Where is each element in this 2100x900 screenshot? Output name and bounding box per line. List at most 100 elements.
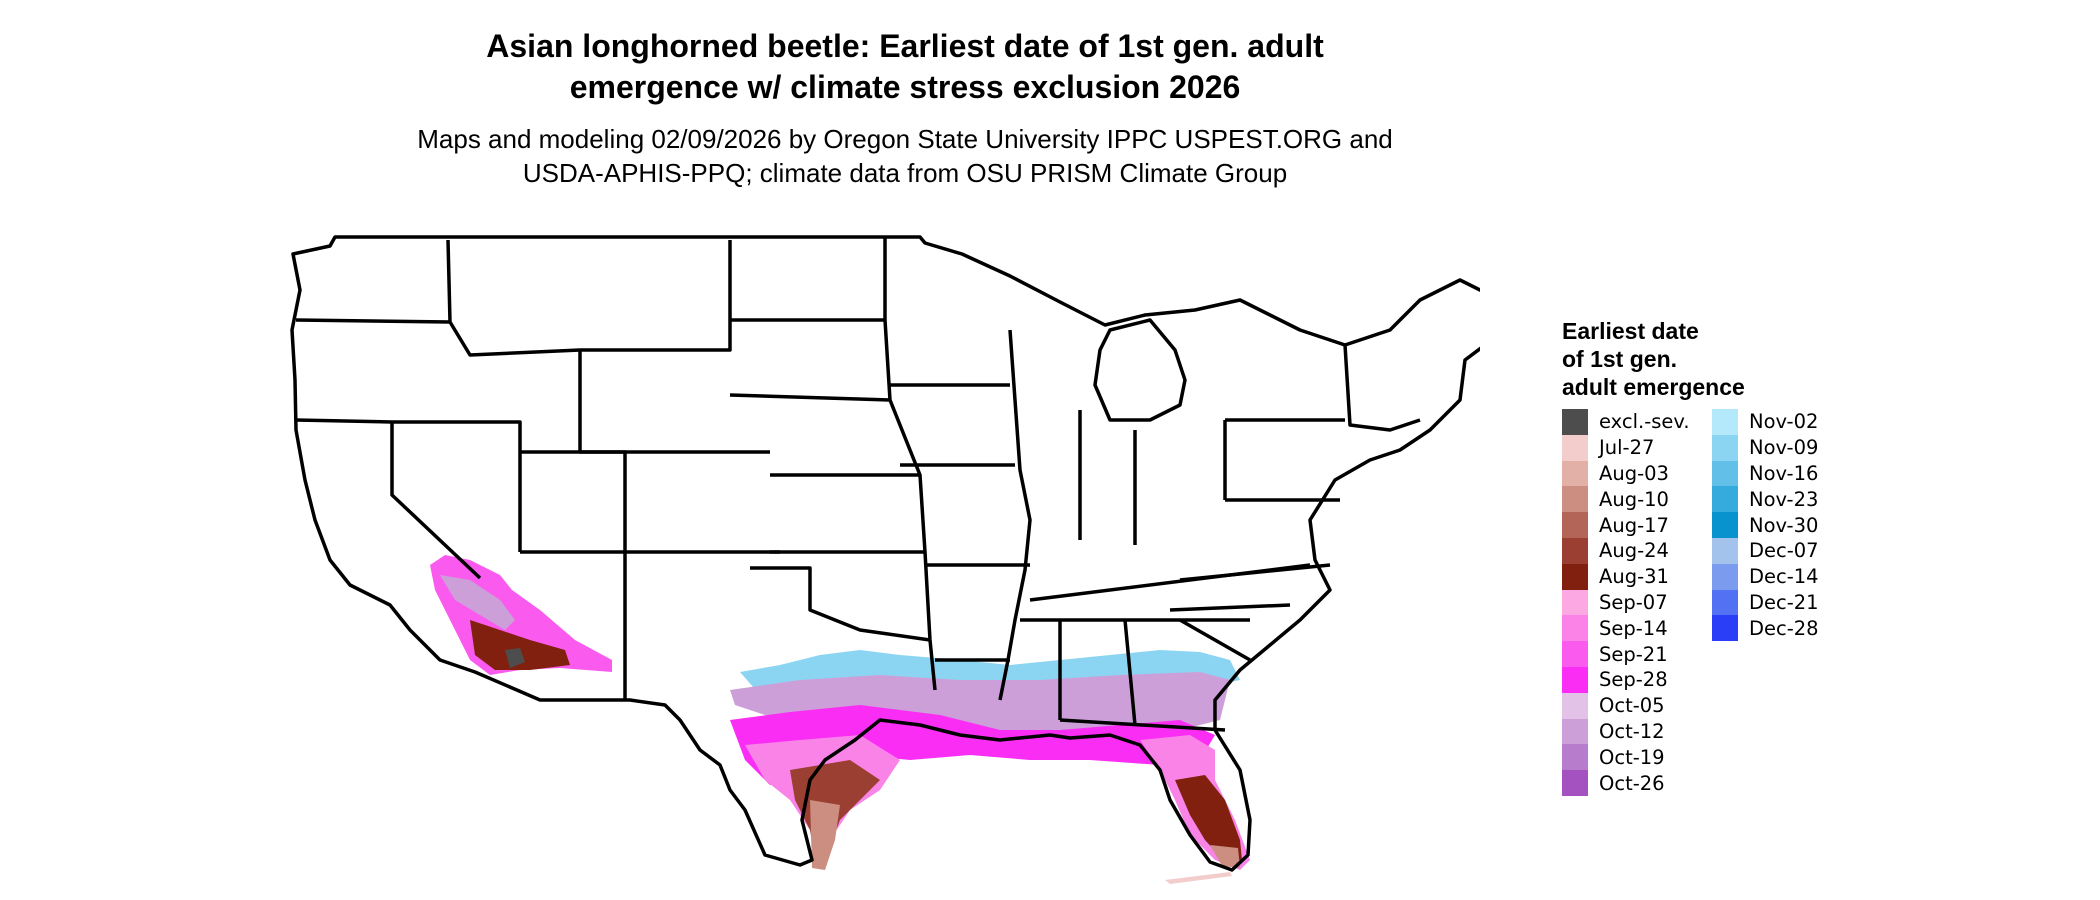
legend-swatch — [1562, 666, 1588, 693]
map-subtitle-line2: USDA-APHIS-PPQ; climate data from OSU PR… — [522, 158, 1288, 188]
zone-sw-dark — [505, 648, 525, 668]
legend-title: Earliest date of 1st gen. adult emergenc… — [1562, 317, 1745, 401]
legend-swatch — [1712, 409, 1738, 435]
legend-label: Aug-10 — [1599, 487, 1669, 511]
legend-item: Nov-30 — [1712, 512, 1819, 538]
nc-sc-line — [1169, 603, 1291, 612]
legend-swatch — [1712, 537, 1738, 564]
legend-item: Nov-16 — [1712, 460, 1819, 487]
legend-label: Nov-02 — [1749, 410, 1819, 434]
legend-title-line1: Earliest date — [1562, 318, 1699, 344]
legend-label: Oct-05 — [1599, 694, 1665, 718]
mt-wy-line — [580, 240, 732, 352]
legend-item: Oct-26 — [1562, 770, 1690, 796]
zone-fl-brown — [1175, 775, 1242, 862]
us-emergence-map — [290, 235, 1480, 884]
legend-item: Aug-31 — [1562, 563, 1690, 590]
va-nc-line — [1179, 563, 1331, 582]
ga-fl-line — [1059, 718, 1226, 732]
legend-label: Nov-30 — [1749, 513, 1819, 537]
wa-or-line — [295, 318, 451, 324]
legend-label: Sep-14 — [1599, 616, 1668, 640]
zone-gulf-magenta — [730, 705, 1215, 785]
legend-label: Aug-03 — [1599, 461, 1669, 485]
wy-co-line — [578, 350, 770, 454]
legend-label: Nov-09 — [1749, 436, 1819, 460]
legend-item: Aug-03 — [1562, 460, 1690, 487]
legend-label: Oct-26 — [1599, 771, 1665, 795]
legend-label: excl.-sev. — [1599, 410, 1690, 434]
sd-ne-line — [729, 393, 891, 402]
legend-label: Dec-28 — [1749, 616, 1819, 640]
plains-east-line — [883, 237, 937, 691]
zone-keys — [1165, 872, 1232, 884]
legend-item: Aug-17 — [1562, 512, 1690, 538]
legend-swatch — [1712, 512, 1738, 538]
legend-swatch — [1562, 409, 1588, 435]
legend-item: Sep-14 — [1562, 615, 1690, 642]
legend-swatch — [1712, 460, 1738, 487]
legend-label: Nov-23 — [1749, 487, 1819, 511]
legend-label: Dec-07 — [1749, 539, 1819, 563]
legend-item: Oct-05 — [1562, 692, 1690, 719]
legend-swatch — [1562, 486, 1588, 513]
map-title-line2: emergence w/ climate stress exclusion 20… — [569, 69, 1241, 105]
legend-item: Oct-19 — [1562, 744, 1690, 771]
great-lakes-mi — [1093, 318, 1187, 422]
legend-swatch — [1562, 615, 1588, 642]
legend-swatch — [1562, 692, 1588, 719]
legend-label: Oct-12 — [1599, 719, 1665, 743]
legend-item: Dec-14 — [1712, 563, 1819, 590]
map-title-line1: Asian longhorned beetle: Earliest date o… — [486, 28, 1324, 64]
legend-swatch — [1562, 744, 1588, 771]
or-ca-line — [295, 418, 393, 424]
legend-swatch — [1562, 434, 1588, 461]
mississippi-river — [998, 329, 1032, 701]
legend-label: Oct-19 — [1599, 745, 1665, 769]
legend-label: Sep-28 — [1599, 668, 1668, 692]
legend-swatch — [1712, 434, 1738, 461]
legend-item: Nov-23 — [1712, 486, 1819, 513]
state-boundaries — [290, 235, 1480, 872]
legend-swatch — [1712, 486, 1738, 513]
legend-swatch — [1712, 589, 1738, 616]
legend-swatch — [1562, 770, 1588, 796]
new-england-line — [1343, 344, 1421, 432]
legend-item: Nov-02 — [1712, 409, 1819, 435]
map-title: Asian longhorned beetle: Earliest date o… — [0, 26, 1810, 108]
legend-item: excl.-sev. — [1562, 409, 1690, 435]
legend-label: Nov-16 — [1749, 461, 1819, 485]
legend-swatch — [1562, 718, 1588, 745]
id-mt-line — [446, 239, 581, 357]
legend-item: Nov-09 — [1712, 434, 1819, 461]
legend-item: Oct-12 — [1562, 718, 1690, 745]
legend-item: Dec-21 — [1712, 589, 1819, 616]
legend-label: Jul-27 — [1599, 436, 1655, 460]
legend-label: Aug-17 — [1599, 513, 1669, 537]
legend-title-line3: adult emergence — [1562, 374, 1745, 400]
ga-sc-line — [1179, 618, 1251, 662]
legend-swatch — [1712, 563, 1738, 590]
ok-tx-line — [750, 566, 931, 642]
legend-label: Sep-07 — [1599, 590, 1668, 614]
ut-co-line — [520, 450, 627, 555]
legend-item: Sep-28 — [1562, 666, 1690, 693]
legend-swatch — [1562, 512, 1588, 538]
legend-label: Aug-24 — [1599, 539, 1669, 563]
zone-tx-tip — [810, 800, 840, 870]
zone-fl-tip — [1210, 845, 1240, 868]
legend-swatch — [1712, 615, 1738, 642]
ca-nv-line — [390, 422, 482, 580]
legend-item: Sep-21 — [1562, 641, 1690, 667]
legend-swatch — [1562, 563, 1588, 590]
legend-label: Aug-31 — [1599, 565, 1669, 589]
zone-sw-brown — [470, 620, 570, 670]
legend-item: Aug-24 — [1562, 537, 1690, 564]
emergence-zones — [430, 555, 1250, 884]
legend-label: Dec-21 — [1749, 590, 1819, 614]
legend-title-line2: of 1st gen. — [1562, 346, 1678, 372]
legend-item: Jul-27 — [1562, 434, 1690, 461]
legend-label: Dec-14 — [1749, 565, 1819, 589]
al-ga-line — [1123, 619, 1137, 726]
map-subtitle: Maps and modeling 02/09/2026 by Oregon S… — [0, 122, 1810, 190]
